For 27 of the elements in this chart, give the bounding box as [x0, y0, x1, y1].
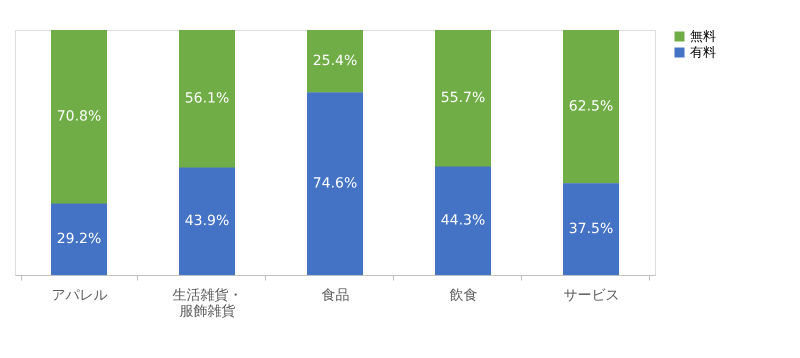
- bar: [563, 183, 619, 275]
- bar: [435, 166, 491, 275]
- bar: [179, 167, 235, 275]
- bar: [307, 92, 363, 275]
- data-label: 44.3%: [440, 212, 486, 229]
- bar: [307, 30, 363, 92]
- bar: [179, 30, 235, 168]
- bar: [563, 30, 619, 184]
- x-tick-label: サービス: [564, 288, 620, 304]
- data-label: 62.5%: [568, 98, 614, 115]
- x-tick-label: アパレル: [52, 288, 108, 304]
- bar: [435, 30, 491, 166]
- bar: [51, 30, 107, 204]
- data-label: 74.6%: [312, 176, 358, 192]
- data-label: 25.4%: [312, 53, 358, 70]
- data-label: 43.9%: [184, 213, 230, 230]
- legend-label: 有料: [690, 46, 716, 60]
- x-tick-label: 生活雑貨・服飾雑貨: [172, 288, 242, 320]
- legend-label: 無料: [690, 30, 716, 44]
- data-label: 37.5%: [568, 221, 614, 238]
- bar: [51, 203, 107, 275]
- data-label: 29.2%: [56, 231, 102, 248]
- data-label: 55.7%: [440, 90, 486, 106]
- data-label: 56.1%: [184, 90, 230, 107]
- x-tick-label: 飲食: [450, 288, 478, 304]
- data-label: 70.8%: [56, 108, 102, 125]
- x-tick-label: 食品: [322, 288, 350, 304]
